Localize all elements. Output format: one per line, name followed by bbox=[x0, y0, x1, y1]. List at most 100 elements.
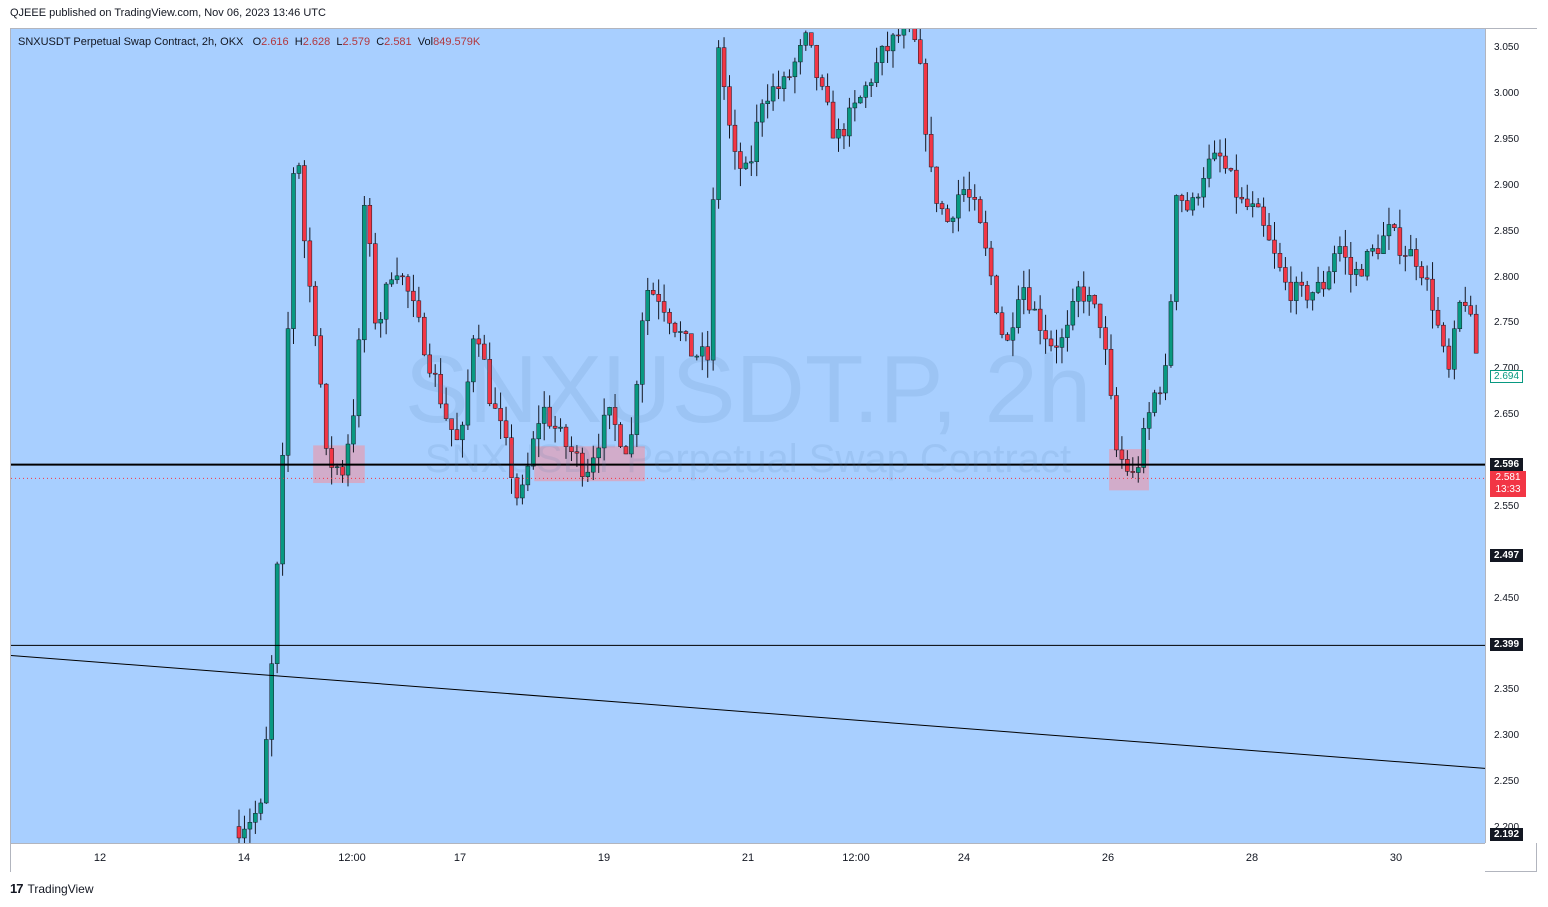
y-tick-label: 2.900 bbox=[1494, 179, 1520, 191]
legend-close-label: C bbox=[376, 36, 385, 48]
candle-down bbox=[329, 448, 334, 468]
candle-down bbox=[1261, 206, 1266, 226]
candle-up bbox=[901, 29, 907, 36]
candle-down bbox=[318, 335, 323, 385]
candle-up bbox=[1457, 301, 1463, 329]
candle-down bbox=[618, 424, 623, 447]
candle-down bbox=[689, 333, 694, 357]
candle-down bbox=[967, 189, 972, 198]
candle-up bbox=[798, 45, 803, 63]
candle-up bbox=[585, 471, 591, 477]
candle-down bbox=[1108, 348, 1114, 396]
candle-down bbox=[416, 300, 422, 318]
x-tick-label: 12:00 bbox=[338, 852, 366, 864]
candle-up bbox=[1032, 308, 1037, 311]
y-tick-label: 2.350 bbox=[1494, 684, 1520, 696]
candle-down bbox=[1043, 330, 1048, 340]
level-price-label: 2.399 bbox=[1490, 638, 1524, 652]
candle-up bbox=[541, 406, 547, 424]
legend-close: 2.581 bbox=[384, 36, 412, 48]
candle-down bbox=[1392, 224, 1397, 228]
candle-up bbox=[607, 407, 612, 416]
candle-up bbox=[868, 82, 874, 86]
candle-up bbox=[558, 426, 563, 429]
candle-down bbox=[574, 451, 580, 454]
candle-up bbox=[258, 802, 264, 814]
candle-up bbox=[890, 34, 896, 52]
candle-down bbox=[656, 294, 661, 302]
candle-down bbox=[814, 45, 819, 78]
candle-down bbox=[405, 276, 411, 292]
legend-low-label: L bbox=[336, 36, 343, 48]
candle-down bbox=[1223, 155, 1228, 169]
candle-down bbox=[830, 101, 836, 139]
candle-up bbox=[634, 384, 640, 435]
candle-up bbox=[754, 121, 759, 162]
chart-plot-area[interactable] bbox=[11, 29, 1485, 843]
candle-up bbox=[1364, 250, 1370, 277]
candle-down bbox=[1217, 152, 1223, 157]
candle-up bbox=[536, 423, 541, 440]
candle-up bbox=[471, 338, 476, 383]
candle-down bbox=[732, 124, 738, 152]
candle-down bbox=[1277, 253, 1283, 268]
candle-up bbox=[460, 424, 465, 441]
candle-down bbox=[1424, 277, 1430, 280]
candle-up bbox=[710, 199, 716, 361]
bar-countdown: 13:33 bbox=[1495, 484, 1521, 496]
y-tick-label: 2.950 bbox=[1494, 133, 1520, 145]
candle-down bbox=[1092, 295, 1097, 305]
chart-legend[interactable]: SNXUSDT Perpetual Swap Contract, 2h, OKX… bbox=[18, 36, 480, 48]
candle-down bbox=[994, 275, 999, 314]
time-axis[interactable]: 12 14 12:00 17 19 21 12:00 24 26 28 30 bbox=[11, 843, 1485, 872]
legend-low: 2.579 bbox=[342, 36, 371, 48]
candle-up bbox=[1086, 295, 1092, 302]
legend-open-label: O bbox=[252, 36, 262, 48]
candle-up bbox=[465, 381, 471, 426]
candle-up bbox=[269, 663, 274, 740]
candle-up bbox=[792, 61, 798, 78]
candle-down bbox=[1473, 313, 1479, 354]
candle-down bbox=[623, 446, 629, 455]
candle-down bbox=[1463, 301, 1468, 306]
candle-down bbox=[1234, 169, 1239, 198]
candle-down bbox=[1288, 281, 1294, 301]
candle-down bbox=[738, 151, 743, 169]
candle-down bbox=[1359, 268, 1364, 277]
candle-up bbox=[961, 189, 967, 196]
candle-up bbox=[394, 275, 400, 281]
candle-down bbox=[683, 331, 689, 334]
x-tick-label: 12 bbox=[93, 852, 107, 864]
candle-down bbox=[972, 197, 977, 200]
candle-up bbox=[1332, 253, 1337, 273]
candle-up bbox=[1294, 281, 1299, 301]
y-tick-label: 2.750 bbox=[1494, 317, 1520, 329]
candle-down bbox=[236, 826, 242, 839]
candle-up bbox=[1195, 196, 1201, 199]
candle-down bbox=[1435, 309, 1441, 326]
candle-up bbox=[759, 103, 765, 123]
candlestick-chart[interactable] bbox=[11, 29, 1485, 843]
candle-down bbox=[650, 290, 656, 295]
candle-down bbox=[934, 166, 939, 204]
candle-down bbox=[918, 39, 923, 64]
candle-down bbox=[1403, 255, 1408, 257]
candle-down bbox=[1119, 449, 1125, 460]
candle-up bbox=[247, 822, 253, 830]
candle-down bbox=[1027, 287, 1032, 311]
x-tick-label: 21 bbox=[741, 852, 755, 864]
candle-down bbox=[569, 446, 574, 452]
y-tick-label: 2.450 bbox=[1494, 592, 1520, 604]
candle-down bbox=[945, 208, 950, 222]
price-axis[interactable]: 3.050 3.000 2.950 2.900 2.850 2.800 2.750 2.700… bbox=[1485, 29, 1537, 843]
candle-up bbox=[520, 484, 525, 499]
candle-down bbox=[721, 47, 727, 87]
legend-open: 2.616 bbox=[261, 36, 289, 48]
candle-down bbox=[302, 165, 307, 242]
candle-up bbox=[1381, 235, 1386, 254]
candle-up bbox=[1408, 249, 1413, 257]
candle-up bbox=[1174, 195, 1179, 302]
candle-up bbox=[716, 47, 721, 200]
candle-down bbox=[307, 240, 313, 287]
candle-down bbox=[1097, 303, 1103, 328]
